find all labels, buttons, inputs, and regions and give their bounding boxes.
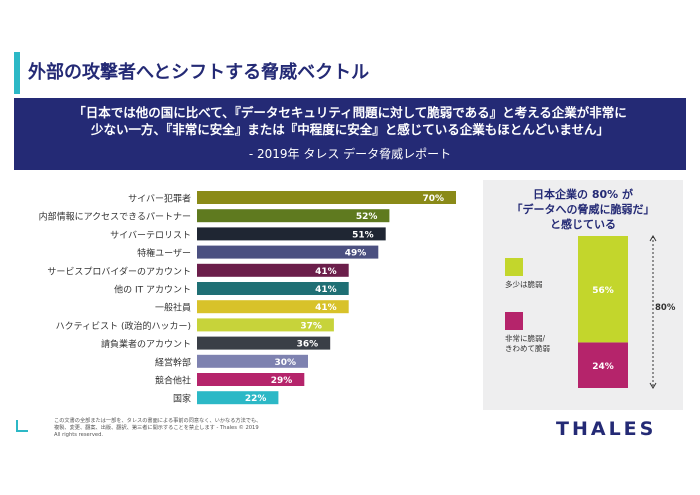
side-title-line-2: 「データへの脅威に脆弱だ」	[511, 203, 655, 216]
stacked-segment	[578, 342, 628, 388]
bar	[197, 373, 305, 386]
bar-value-label: 41%	[315, 285, 337, 295]
arrow-down-icon	[649, 382, 657, 389]
bar-value-label: 51%	[352, 230, 374, 240]
quote-line-1: 「日本では他の国に比べて、『データセキュリティ問題に対して脆弱である』と考える企…	[73, 105, 627, 120]
bar-value-label: 41%	[315, 267, 337, 277]
category-label: サービスプロバイダーのアカウント	[47, 265, 191, 277]
legend-label-very: 非常に脆弱/ きわめて脆弱	[505, 334, 550, 354]
quote-line-2: 少ない一方、『非常に安全』または『中程度に安全』と感じている企業もほとんどいませ…	[90, 122, 609, 137]
bar-value-label: 37%	[300, 321, 322, 331]
side-title-line-1: 日本企業の 80% が	[533, 188, 633, 201]
bar-value-label: 30%	[274, 358, 296, 368]
bar	[197, 209, 390, 223]
page-title: 外部の攻撃者へとシフトする脅威ベクトル	[28, 62, 370, 83]
side-title: 日本企業の 80% が 「データへの脅威に脆弱だ」 と感じている	[483, 187, 683, 232]
thales-logo: THALES	[556, 418, 657, 440]
stacked-segment	[578, 236, 628, 343]
stacked-value-label: 24%	[592, 362, 614, 372]
footer-note: この文書の全部または一部を、タレスの書面による事前の同意なく、いかなる方法でも、…	[54, 418, 304, 439]
arrow-up-icon	[649, 235, 657, 242]
category-label: 内部情報にアクセスできるパートナー	[39, 211, 191, 223]
bar-value-label: 36%	[297, 340, 319, 350]
bar-value-label: 52%	[356, 212, 378, 222]
category-label: 競合他社	[155, 375, 191, 387]
category-label: 一般社員	[155, 302, 191, 314]
category-label: 他の IT アカウント	[114, 284, 191, 296]
bar	[197, 227, 386, 241]
footer-line-1: この文書の全部または一部を、タレスの書面による事前の同意なく、いかなる方法でも、	[54, 418, 262, 424]
legend-swatch-somewhat	[505, 258, 523, 276]
bar-value-label: 70%	[422, 194, 444, 204]
legend-label-somewhat: 多少は脆弱	[505, 280, 543, 289]
category-label: ハクティビスト (政治的ハッカー)	[56, 320, 191, 332]
title-bar	[14, 52, 686, 94]
legend-swatch-very	[505, 312, 523, 330]
side-title-line-3: と感じている	[550, 218, 616, 231]
vulnerability-stacked-bar: 24% 56% 80%	[578, 235, 676, 389]
category-label: 国家	[173, 393, 191, 405]
footer-line-2: 複製、変更、翻案、出版、翻訳、第三者に開示することを禁止します - Thales…	[54, 425, 259, 431]
quote-source: - 2019年 タレス データ脅威レポート	[248, 147, 452, 161]
category-label: 特権ユーザー	[137, 247, 191, 259]
bar	[197, 282, 349, 295]
bar	[197, 391, 279, 405]
quote-box	[14, 98, 686, 170]
bar	[197, 354, 308, 368]
footer-corner-mark	[16, 420, 28, 432]
quote-text: 「日本では他の国に比べて、『データセキュリティ問題に対して脆弱である』と考える企…	[24, 104, 676, 138]
stacked-value-label: 56%	[592, 286, 614, 296]
bar	[197, 191, 456, 204]
bar	[197, 263, 349, 277]
bar	[197, 336, 331, 350]
category-label: サイバーテロリスト	[110, 230, 191, 241]
bar-value-label: 29%	[271, 376, 293, 386]
legend-label-very-line-1: 非常に脆弱/	[505, 334, 546, 343]
bar-value-label: 41%	[315, 303, 337, 313]
title-accent	[14, 52, 20, 94]
category-label: サイバー犯罪者	[128, 194, 191, 205]
footer-line-3: All rights reserved.	[54, 432, 104, 438]
category-label: 経営幹部	[155, 356, 191, 368]
bar	[197, 245, 379, 259]
threat-bar-chart: サイバー犯罪者 70% 内部情報にアクセスできるパートナー 52% サイバーテロリスト 5…	[39, 191, 456, 405]
total-value-label: 80%	[655, 303, 676, 313]
legend-label-very-line-2: きわめて脆弱	[505, 344, 550, 353]
bar-value-label: 22%	[245, 394, 267, 404]
bar	[197, 300, 349, 314]
category-label: 請負業者のアカウント	[101, 338, 191, 350]
bar	[197, 318, 334, 332]
bar-value-label: 49%	[345, 249, 367, 259]
